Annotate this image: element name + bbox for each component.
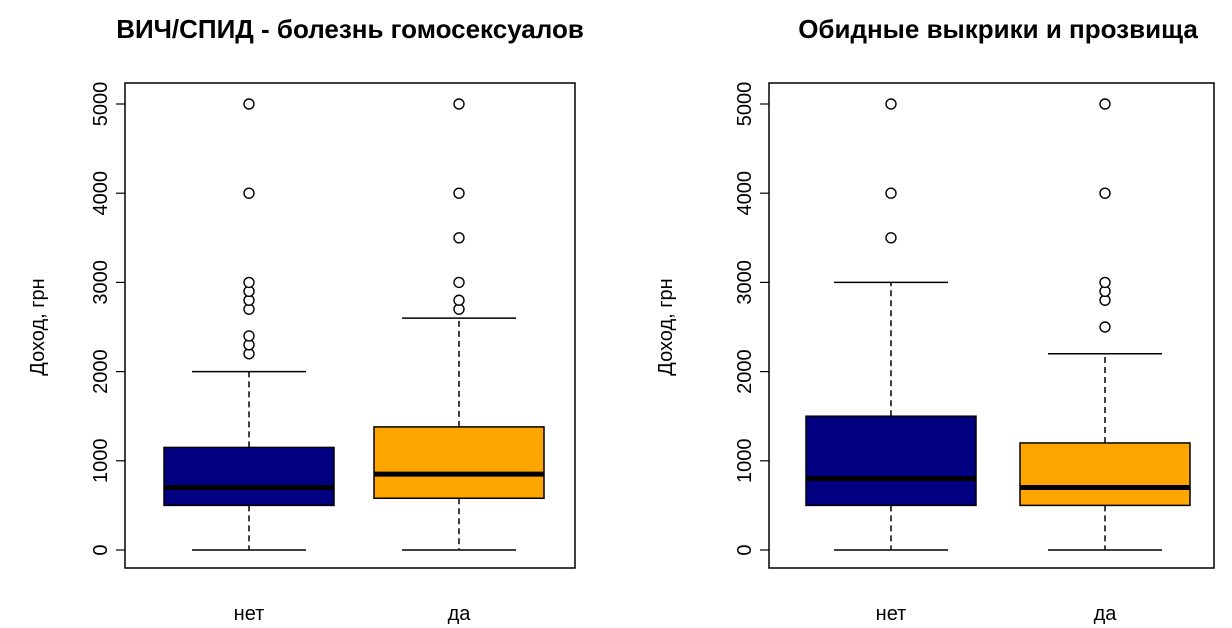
outlier-point (243, 330, 255, 342)
outlier-point (885, 187, 897, 199)
plot-frame (768, 82, 1215, 569)
y-tick-label: 5000 (734, 82, 756, 127)
box-нет (805, 415, 977, 507)
box-нет (163, 446, 335, 507)
y-tick-label: 3000 (90, 260, 112, 305)
y-axis-label: Доход, грн (27, 278, 49, 375)
outlier-point (1099, 98, 1111, 110)
y-axis: 0 1000 2000 3000 4000 5000 (90, 82, 125, 556)
outlier-point (885, 98, 897, 110)
x-tick-label: да (1094, 603, 1118, 625)
outlier-point (453, 232, 465, 244)
box-да (1019, 442, 1191, 507)
outlier-point (453, 294, 465, 306)
x-axis: нет да (876, 603, 1118, 625)
panel-hiv-aids: ВИЧ/СПИД - болезнь гомосексуалов Доход, … (27, 14, 584, 625)
y-axis-label: Доход, грн (655, 278, 677, 375)
plot-frame (124, 82, 576, 569)
boxes (163, 98, 545, 551)
box-да (373, 426, 545, 500)
panel-insults: Обидные выкрики и прозвища Доход, грн 0 1… (655, 14, 1215, 625)
y-tick-label: 5000 (90, 82, 112, 127)
y-tick-label: 2000 (734, 349, 756, 394)
x-tick-label: да (448, 603, 472, 625)
outlier-point (243, 187, 255, 199)
outlier-point (1099, 321, 1111, 333)
outlier-point (453, 276, 465, 289)
chart-title: Обидные выкрики и прозвища (798, 14, 1198, 44)
y-tick-label: 4000 (734, 171, 756, 216)
outlier-point (243, 276, 255, 289)
y-tick-label: 2000 (90, 349, 112, 394)
y-tick-label: 3000 (734, 260, 756, 305)
outlier-point (453, 98, 465, 110)
x-tick-label: нет (234, 603, 265, 625)
y-tick-label: 4000 (90, 171, 112, 216)
y-tick-label: 1000 (90, 439, 112, 484)
x-tick-label: нет (876, 603, 907, 625)
y-tick-label: 0 (90, 544, 112, 555)
outlier-point (243, 98, 255, 110)
x-axis: нет да (234, 603, 472, 625)
y-tick-label: 0 (734, 544, 756, 555)
outlier-point (885, 232, 897, 244)
outlier-point (1099, 187, 1111, 199)
chart-title: ВИЧ/СПИД - болезнь гомосексуалов (116, 14, 584, 44)
outlier-point (1099, 276, 1111, 289)
boxes (805, 98, 1191, 551)
y-axis: 0 1000 2000 3000 4000 5000 (734, 82, 769, 556)
outlier-point (453, 187, 465, 199)
y-tick-label: 1000 (734, 439, 756, 484)
